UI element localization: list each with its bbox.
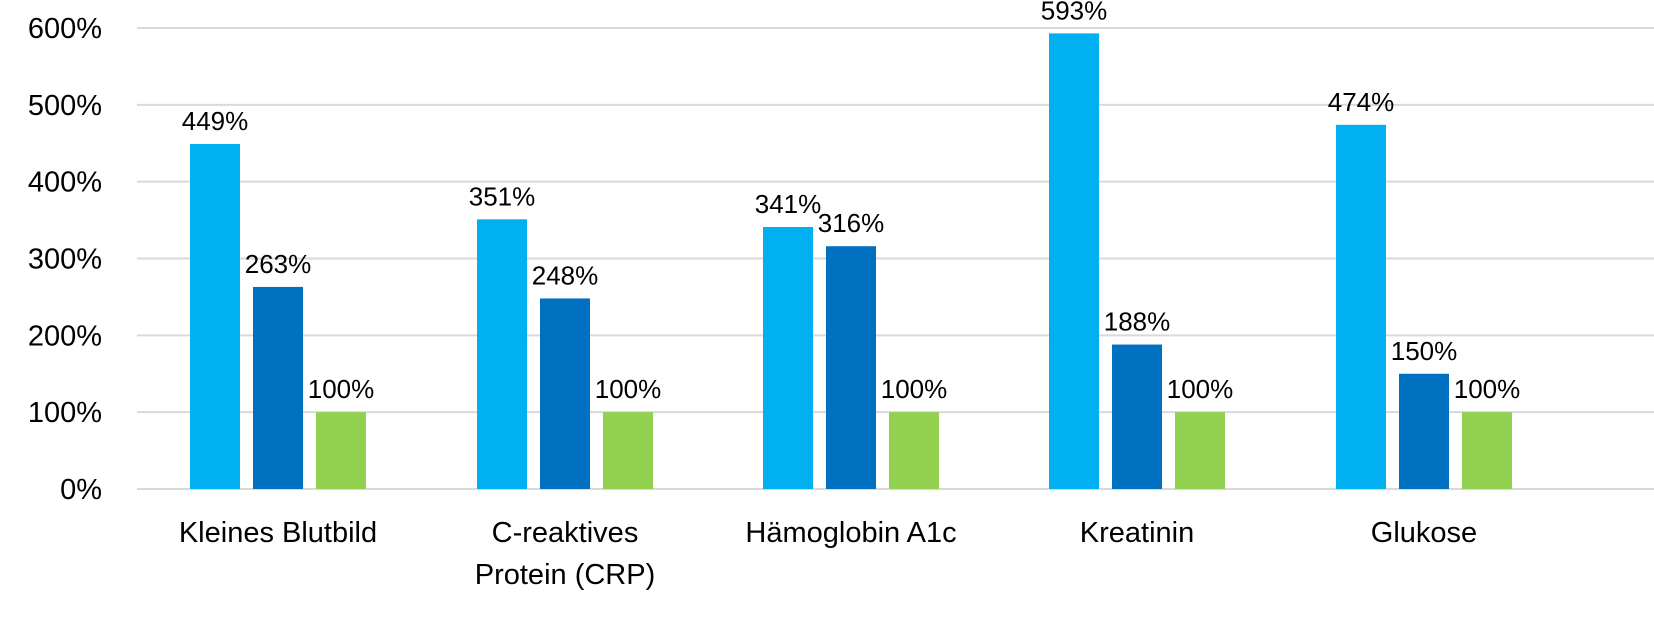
category-label: Protein (CRP) <box>475 559 656 591</box>
x-axis-category-labels: Kleines Blutbild C-reaktives Protein (CRP)… <box>179 517 1477 591</box>
gridlines <box>137 27 1654 490</box>
data-label: 100% <box>1454 374 1521 404</box>
bar <box>1112 344 1162 489</box>
category-label: Hämoglobin A1c <box>745 517 956 549</box>
category-label: Kleines Blutbild <box>179 517 377 549</box>
bar <box>316 412 366 489</box>
data-label: 263% <box>245 249 312 279</box>
y-axis-tick-labels: 0% 100% 200% 300% 400% 500% 600% <box>28 13 102 506</box>
y-tick-label: 600% <box>28 13 102 45</box>
data-label: 449% <box>182 106 249 136</box>
data-label: 341% <box>755 189 822 219</box>
data-label: 593% <box>1041 0 1108 25</box>
data-label: 351% <box>469 181 536 211</box>
data-label: 100% <box>595 374 662 404</box>
y-tick-label: 400% <box>28 167 102 199</box>
bar <box>603 412 653 489</box>
bar <box>253 286 303 489</box>
y-tick-label: 500% <box>28 90 102 122</box>
y-tick-label: 200% <box>28 320 102 352</box>
bar <box>540 298 590 489</box>
category-label: C-reaktives <box>492 517 639 549</box>
bar <box>1399 373 1449 489</box>
y-tick-label: 0% <box>60 474 102 506</box>
bars <box>190 33 1512 490</box>
bar <box>889 412 939 489</box>
category-label: Glukose <box>1371 517 1477 549</box>
data-label: 188% <box>1104 307 1171 337</box>
data-label: 150% <box>1391 336 1458 366</box>
bar <box>1175 412 1225 489</box>
y-tick-label: 100% <box>28 397 102 429</box>
data-label: 100% <box>308 374 375 404</box>
category-label: Kreatinin <box>1080 517 1194 549</box>
bar <box>477 219 527 489</box>
data-label: 316% <box>818 208 885 238</box>
y-tick-label: 300% <box>28 244 102 276</box>
bar <box>1462 412 1512 489</box>
data-label: 100% <box>881 374 948 404</box>
bar <box>763 226 813 489</box>
data-label: 474% <box>1328 87 1395 117</box>
data-label: 248% <box>532 260 599 290</box>
data-label: 100% <box>1167 374 1234 404</box>
bar <box>1049 33 1099 490</box>
bar <box>826 246 876 489</box>
data-labels: 449% 263% 100% 351% 248% 100% 341%316% 100% 593%… <box>182 0 1521 404</box>
bar <box>190 144 240 490</box>
bar <box>1336 124 1386 489</box>
